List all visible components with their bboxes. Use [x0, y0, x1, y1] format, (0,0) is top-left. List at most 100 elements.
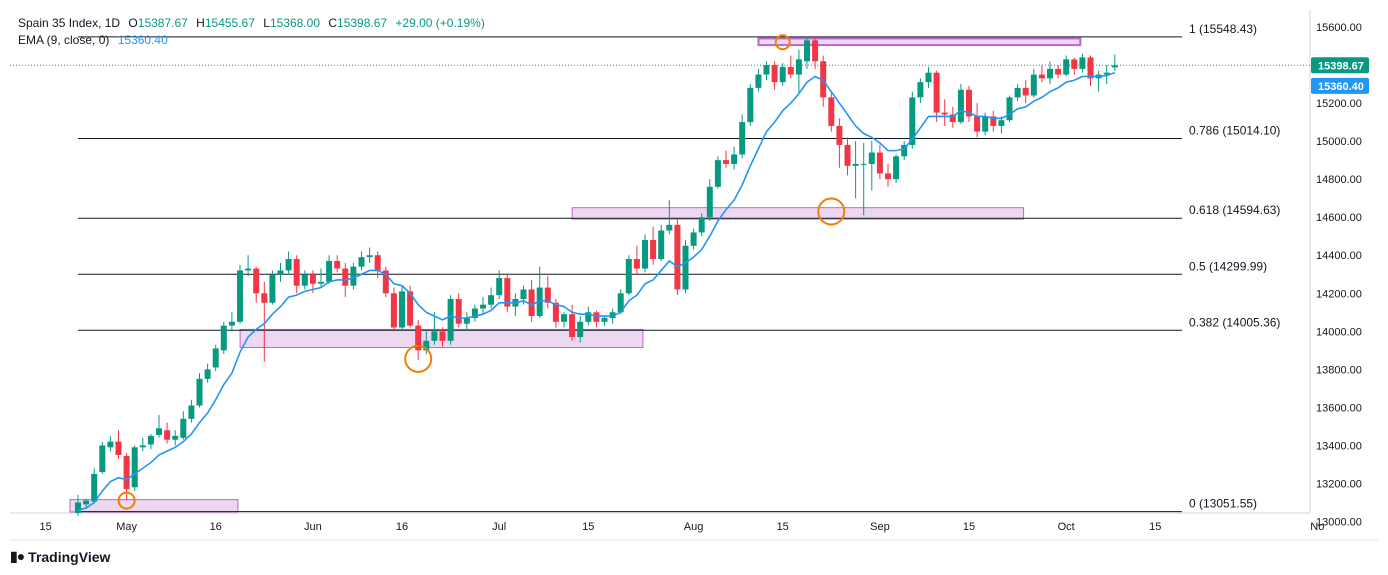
candle[interactable] — [642, 234, 648, 273]
candle[interactable] — [836, 118, 843, 168]
candle[interactable] — [447, 295, 454, 345]
candle[interactable] — [471, 304, 478, 322]
candle[interactable] — [439, 327, 446, 347]
candle[interactable] — [431, 312, 438, 345]
support-zone-2[interactable] — [571, 207, 1025, 220]
candle[interactable] — [277, 262, 284, 282]
candle[interactable] — [1014, 84, 1021, 102]
candle[interactable] — [237, 264, 243, 324]
candle[interactable] — [107, 435, 114, 452]
candle[interactable] — [1022, 80, 1029, 104]
candle[interactable] — [593, 310, 600, 328]
candle[interactable] — [674, 219, 681, 296]
candle[interactable] — [544, 276, 551, 309]
candle[interactable] — [917, 78, 924, 104]
candle[interactable] — [164, 422, 171, 444]
candle[interactable] — [844, 137, 851, 176]
candle[interactable] — [957, 84, 964, 125]
support-zone-3[interactable] — [757, 37, 1082, 47]
candle[interactable] — [1038, 65, 1045, 83]
candle[interactable] — [415, 319, 422, 360]
candle[interactable] — [787, 55, 794, 79]
candle[interactable] — [212, 344, 219, 372]
candle[interactable] — [682, 240, 689, 294]
candle[interactable] — [779, 63, 786, 86]
candle[interactable] — [552, 298, 559, 328]
candle[interactable] — [423, 331, 430, 355]
candle[interactable] — [334, 255, 341, 273]
highlight-circle-0[interactable] — [117, 491, 136, 510]
candle[interactable] — [723, 150, 729, 168]
highlight-circle-3[interactable] — [774, 34, 791, 51]
candle[interactable] — [739, 114, 746, 159]
candle[interactable] — [399, 285, 405, 332]
candle[interactable] — [893, 154, 900, 183]
candle[interactable] — [318, 268, 324, 288]
candle[interactable] — [885, 163, 891, 187]
candle[interactable] — [998, 116, 1005, 134]
ema-label[interactable]: EMA (9, close, 0) — [18, 33, 110, 47]
candle[interactable] — [536, 266, 543, 318]
candle[interactable] — [690, 228, 697, 250]
candle[interactable] — [350, 262, 357, 290]
time-axis[interactable]: 15 May 16 Jun 16 Jul 15 Aug 15 Sep 15 Oct 15 No — [39, 521, 1324, 533]
candle[interactable] — [139, 437, 146, 452]
highlight-circle-1[interactable] — [404, 344, 433, 373]
candle[interactable] — [747, 84, 754, 126]
candle[interactable] — [804, 36, 810, 69]
candle[interactable] — [293, 255, 300, 294]
candle[interactable] — [1063, 55, 1070, 77]
candle[interactable] — [828, 91, 835, 132]
candle[interactable] — [990, 110, 997, 132]
candle[interactable] — [1055, 65, 1062, 79]
candle[interactable] — [763, 61, 770, 81]
candle[interactable] — [949, 106, 956, 128]
candle[interactable] — [852, 141, 859, 199]
candle[interactable] — [933, 70, 940, 123]
candle[interactable] — [99, 441, 106, 474]
candle[interactable] — [731, 146, 738, 170]
candle[interactable] — [269, 270, 276, 305]
candle[interactable] — [245, 255, 252, 277]
candle[interactable] — [188, 399, 195, 423]
candle[interactable] — [876, 144, 883, 180]
candle[interactable] — [1087, 55, 1094, 86]
candle[interactable] — [390, 287, 397, 332]
candle[interactable] — [868, 141, 875, 191]
candle[interactable] — [601, 316, 608, 326]
candle[interactable] — [617, 289, 624, 315]
candle[interactable] — [698, 213, 705, 237]
candle[interactable] — [925, 66, 932, 88]
candle[interactable] — [658, 224, 665, 261]
candle[interactable] — [156, 414, 162, 438]
candle[interactable] — [504, 274, 511, 313]
candle[interactable] — [795, 49, 802, 94]
candle[interactable] — [771, 61, 778, 90]
candle[interactable] — [528, 279, 535, 322]
candle[interactable] — [228, 312, 235, 332]
candle[interactable] — [131, 445, 138, 492]
price-axis[interactable]: 13000.00 13200.00 13400.00 13600.00 13800.00… — [1316, 22, 1362, 528]
candle[interactable] — [147, 434, 154, 450]
candle[interactable] — [261, 281, 268, 362]
candle[interactable] — [755, 68, 762, 92]
candle[interactable] — [650, 226, 657, 265]
candle[interactable] — [1030, 68, 1037, 98]
candle[interactable] — [561, 312, 567, 328]
candle[interactable] — [966, 85, 972, 123]
candle[interactable] — [974, 103, 981, 138]
candle[interactable] — [488, 287, 495, 309]
candle[interactable] — [1111, 54, 1118, 72]
candle[interactable] — [633, 245, 640, 275]
candle[interactable] — [253, 266, 260, 303]
candle[interactable] — [812, 38, 819, 69]
candle[interactable] — [1103, 65, 1110, 85]
highlight-circle-2[interactable] — [817, 197, 846, 226]
candle[interactable] — [860, 143, 867, 216]
candle[interactable] — [1047, 61, 1053, 85]
candle[interactable] — [941, 99, 948, 126]
candle[interactable] — [666, 200, 673, 235]
candle[interactable] — [714, 156, 721, 189]
ema-line[interactable] — [77, 71, 1116, 511]
